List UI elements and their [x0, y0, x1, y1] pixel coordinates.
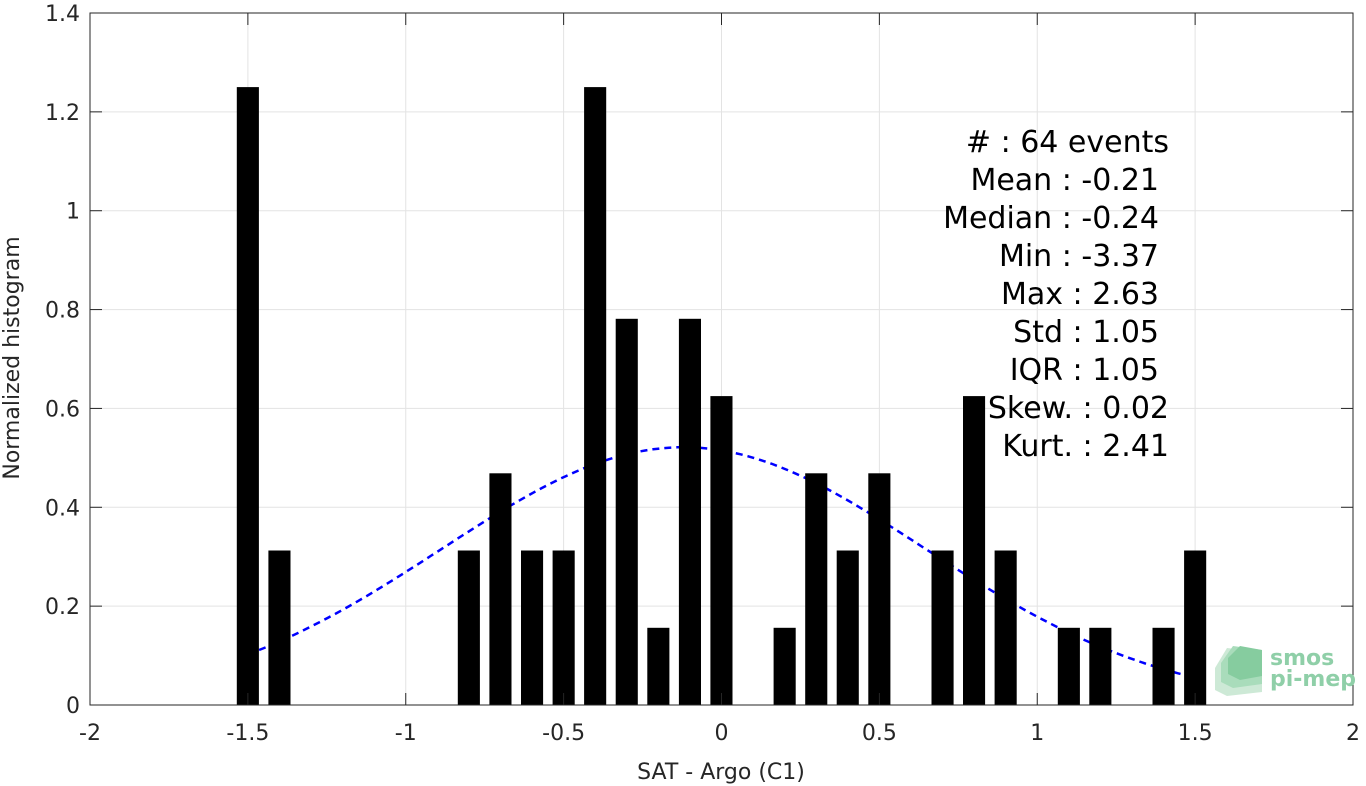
y-tick-label: 1: [66, 200, 80, 225]
histogram-bar: [710, 396, 733, 705]
histogram-bar: [1152, 627, 1175, 705]
logo-graphic-icon: [1215, 646, 1262, 696]
stats-line: Std : 1.05: [1013, 315, 1159, 350]
smos-pi-mep-logo: smos pi-mep: [1215, 646, 1356, 696]
logo-line-1: smos: [1270, 646, 1334, 671]
x-tick-label: 2: [1346, 721, 1360, 746]
stats-line: IQR : 1.05: [1010, 353, 1159, 388]
histogram-bar: [615, 318, 638, 705]
histogram-bar: [963, 396, 986, 705]
y-tick-label: 0: [66, 694, 80, 719]
histogram-bar: [1184, 550, 1207, 705]
tick-labels: -2 -1.5 -1 -0.5 0 0.5 1 1.5 2 0 0.2 0.4 0.6 0.8 1 1.2 1.…: [45, 2, 1360, 746]
stats-line: Skew. : 0.02: [988, 391, 1169, 426]
histogram-bar: [489, 473, 512, 705]
stats-line: # : 64 events: [966, 125, 1169, 160]
stats-line: Max : 2.63: [1001, 277, 1159, 312]
x-tick-label: 0: [715, 721, 729, 746]
x-tick-label: -1: [395, 721, 417, 746]
stats-line: Min : -3.37: [999, 239, 1159, 274]
x-tick-label: -2: [79, 721, 101, 746]
histogram-bar: [1089, 627, 1112, 705]
y-axis-label: Normalized histogram: [0, 236, 25, 479]
stats-line: Mean : -0.21: [970, 163, 1159, 198]
histogram-bar: [236, 87, 259, 706]
histogram-bar: [521, 550, 544, 705]
histogram-bar: [678, 318, 701, 705]
stats-line: Kurt. : 2.41: [1002, 429, 1169, 464]
x-tick-label: 1.5: [1178, 721, 1213, 746]
y-tick-label: 0.2: [45, 595, 80, 620]
x-tick-label: -0.5: [542, 721, 585, 746]
histogram-bar: [836, 550, 859, 705]
histogram-bar: [773, 627, 796, 705]
histogram-bar: [268, 550, 291, 705]
stats-line: Median : -0.24: [943, 201, 1159, 236]
histogram-bars: [236, 87, 1207, 706]
histogram-bar: [584, 87, 607, 706]
histogram-bar: [994, 550, 1017, 705]
y-tick-label: 1.4: [45, 2, 80, 27]
y-tick-label: 0.6: [45, 397, 80, 422]
logo-line-2: pi-mep: [1270, 667, 1356, 692]
histogram-bar: [457, 550, 480, 705]
y-tick-label: 1.2: [45, 101, 80, 126]
x-axis-label: SAT - Argo (C1): [637, 760, 805, 785]
y-tick-label: 0.4: [45, 496, 80, 521]
histogram-bar: [647, 627, 670, 705]
histogram-bar: [931, 550, 954, 705]
histogram-bar: [552, 550, 575, 705]
y-tick-label: 0.8: [45, 299, 80, 324]
x-tick-label: -1.5: [226, 721, 269, 746]
x-tick-label: 1: [1030, 721, 1044, 746]
axes-frame: [89, 12, 1354, 706]
x-tick-label: 0.5: [862, 721, 897, 746]
histogram-bar: [868, 473, 891, 705]
histogram-bar: [1057, 627, 1080, 705]
histogram-bar: [805, 473, 828, 705]
